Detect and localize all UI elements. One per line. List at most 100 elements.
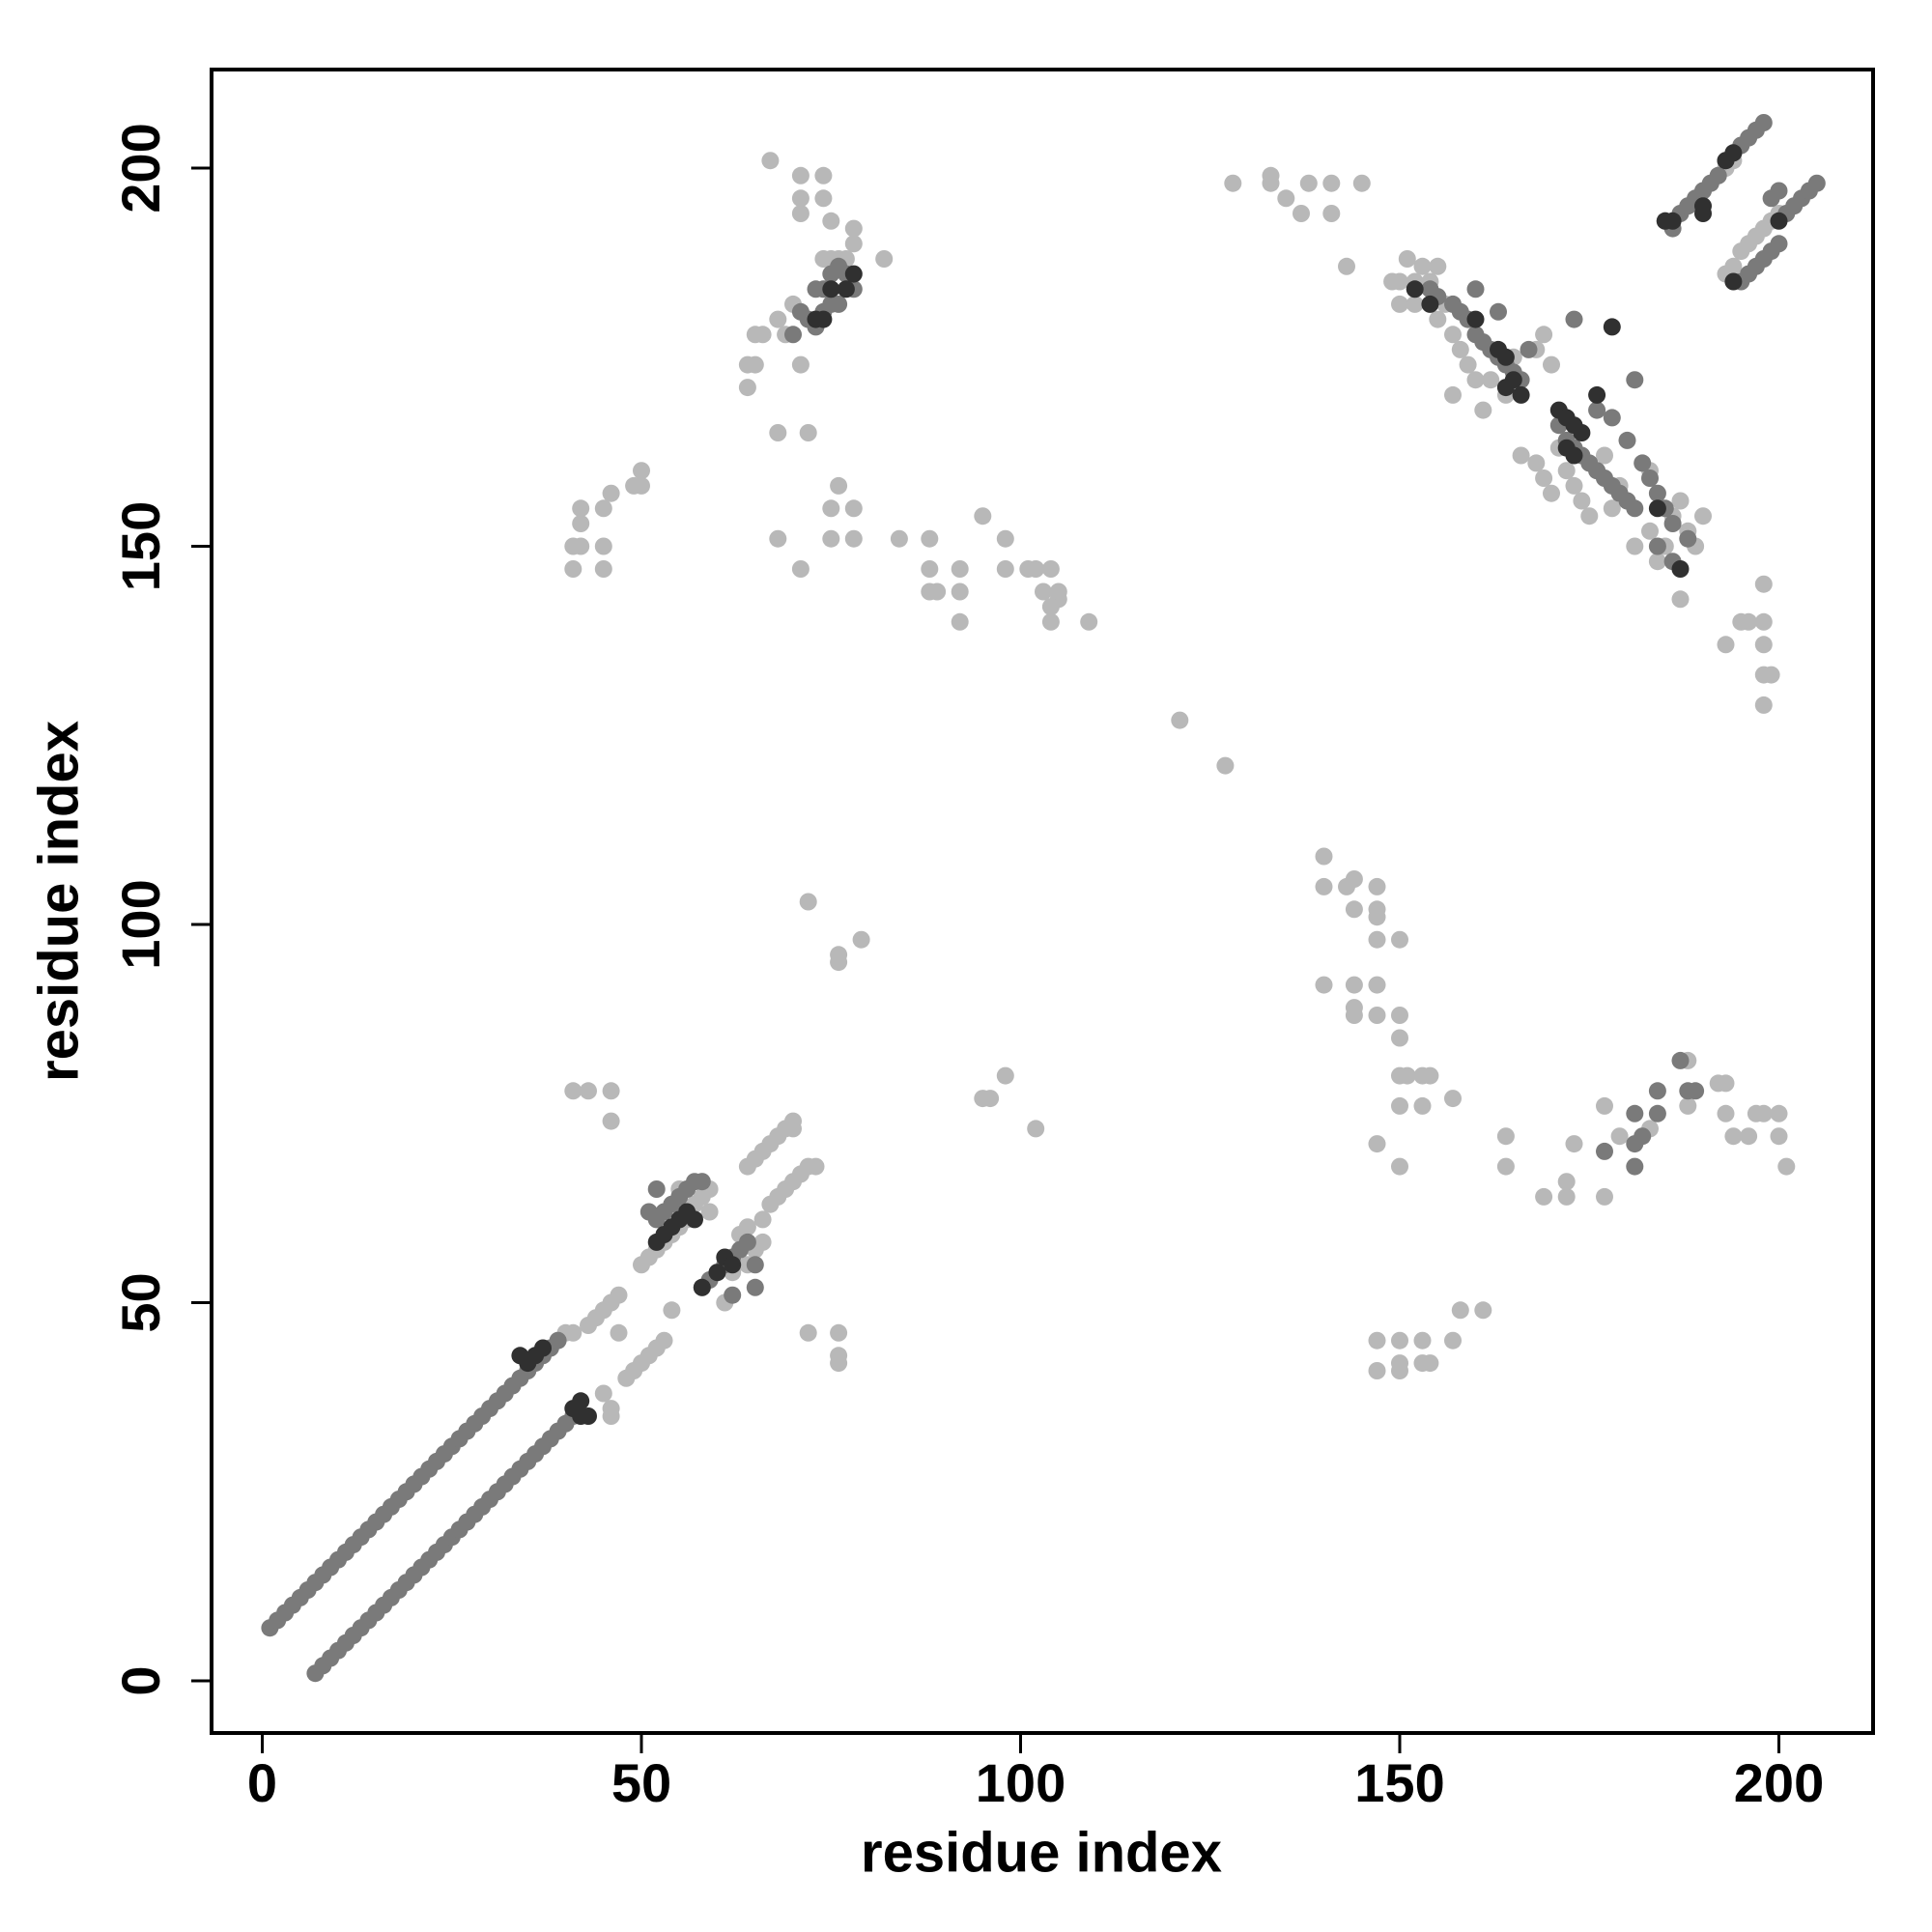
contact-point-light [814, 189, 833, 208]
contact-point-mid [549, 1331, 567, 1350]
contact-point-light [610, 1323, 628, 1342]
contact-point-dark [1406, 280, 1424, 298]
contact-point-light [1421, 1066, 1439, 1085]
contact-point-light [1368, 930, 1386, 949]
contact-point-light [663, 1301, 681, 1320]
contact-point-light [1512, 446, 1530, 465]
contact-point-dark [1656, 212, 1674, 230]
contact-point-light [1754, 575, 1773, 593]
data-points [261, 114, 1826, 1683]
contact-point-mid [1679, 529, 1697, 548]
contact-point-light [1596, 1096, 1613, 1115]
contact-point-mid [693, 1173, 711, 1191]
contact-point-light [1543, 355, 1560, 374]
contact-point-mid [830, 295, 848, 313]
contact-point-mid [738, 1233, 756, 1251]
contact-point-light [951, 560, 969, 578]
contact-point-light [700, 1203, 719, 1221]
contact-point-light [1315, 847, 1333, 866]
contact-point-light [1429, 257, 1447, 275]
contact-point-light [1444, 1090, 1462, 1108]
contact-point-dark [1496, 348, 1515, 366]
contact-point-light [1626, 537, 1644, 555]
contact-point-mid [1565, 310, 1583, 328]
contact-point-mid [1490, 302, 1507, 321]
contact-point-mid [1626, 371, 1644, 389]
contact-point-light [1466, 371, 1485, 389]
contact-point-light [1413, 257, 1432, 275]
contact-point-light [753, 1210, 772, 1229]
contact-point-mid [1520, 340, 1538, 358]
contact-point-light [974, 507, 992, 526]
contact-point-light [1368, 877, 1386, 895]
contact-point-light [981, 1090, 1000, 1108]
contact-point-light [1368, 908, 1386, 926]
contact-point-mid [1770, 182, 1788, 200]
contact-point-dark [693, 1278, 711, 1296]
contact-point-light [1573, 492, 1591, 510]
contact-point-light [1368, 1331, 1386, 1350]
contact-point-dark [1694, 205, 1712, 222]
contact-point-light [1451, 1301, 1469, 1320]
contact-point-dark [1496, 379, 1515, 397]
contact-point-light [564, 1323, 582, 1342]
contact-point-light [1444, 326, 1462, 344]
contact-point-mid [746, 1256, 764, 1274]
y-tick-label: 100 [110, 879, 171, 969]
contact-point-mid [647, 1180, 666, 1198]
contact-point-light [1496, 1157, 1515, 1176]
contact-point-light [830, 1354, 848, 1373]
x-axis: 0 50 100 150 200 [247, 1733, 1824, 1813]
contact-point-light [830, 953, 848, 972]
contact-point-dark [814, 310, 833, 328]
contact-point-light [1474, 1301, 1492, 1320]
contact-point-mid [1807, 174, 1826, 192]
contact-point-dark [837, 280, 855, 298]
contact-point-light [844, 219, 863, 238]
contact-point-light [921, 529, 939, 548]
contact-point-dark [572, 1407, 590, 1425]
contact-point-light [1345, 870, 1363, 888]
contact-point-light [594, 499, 612, 518]
contact-point-light [1429, 310, 1447, 328]
contact-point-mid [1634, 454, 1652, 472]
contact-point-light [1322, 174, 1341, 192]
contact-point-dark [686, 1210, 703, 1229]
contact-point-mid [1466, 280, 1485, 298]
contact-point-dark [1770, 212, 1788, 230]
contact-point-light [1679, 1096, 1697, 1115]
contact-point-light [1315, 976, 1333, 994]
contact-point-light [602, 1400, 620, 1418]
contact-point-mid [1648, 1082, 1666, 1100]
contact-point-light [844, 499, 863, 518]
contact-point-light [822, 529, 840, 548]
contact-point-light [746, 355, 764, 374]
contact-point-light [753, 326, 772, 344]
contact-point-light [1293, 205, 1310, 222]
contact-point-light [564, 1082, 582, 1100]
contact-point-light [1262, 174, 1280, 192]
contact-point-light [1413, 1331, 1432, 1350]
contact-point-light [1277, 189, 1295, 208]
contact-point-dark [1565, 446, 1583, 465]
contact-point-light [1535, 1187, 1553, 1206]
contact-point-light [1641, 522, 1659, 540]
contact-point-light [594, 1384, 612, 1403]
contact-point-mid [1709, 166, 1727, 185]
y-axis-title: residue index [27, 721, 90, 1082]
contact-point-light [1565, 476, 1583, 495]
contact-point-light [572, 537, 590, 555]
contact-point-light [617, 1369, 636, 1387]
contact-point-light [1535, 469, 1553, 487]
contact-point-light [830, 476, 848, 495]
contact-point-light [814, 166, 833, 185]
contact-point-light [1322, 205, 1341, 222]
contact-point-mid [1626, 1157, 1644, 1176]
contact-point-mid [1648, 1104, 1666, 1122]
contact-point-light [1596, 1187, 1613, 1206]
contact-point-light [655, 1331, 673, 1350]
contact-point-light [1754, 1104, 1773, 1122]
y-tick-label: 0 [110, 1665, 171, 1695]
x-tick-label: 100 [976, 1752, 1065, 1813]
contact-point-light [1610, 1127, 1629, 1146]
